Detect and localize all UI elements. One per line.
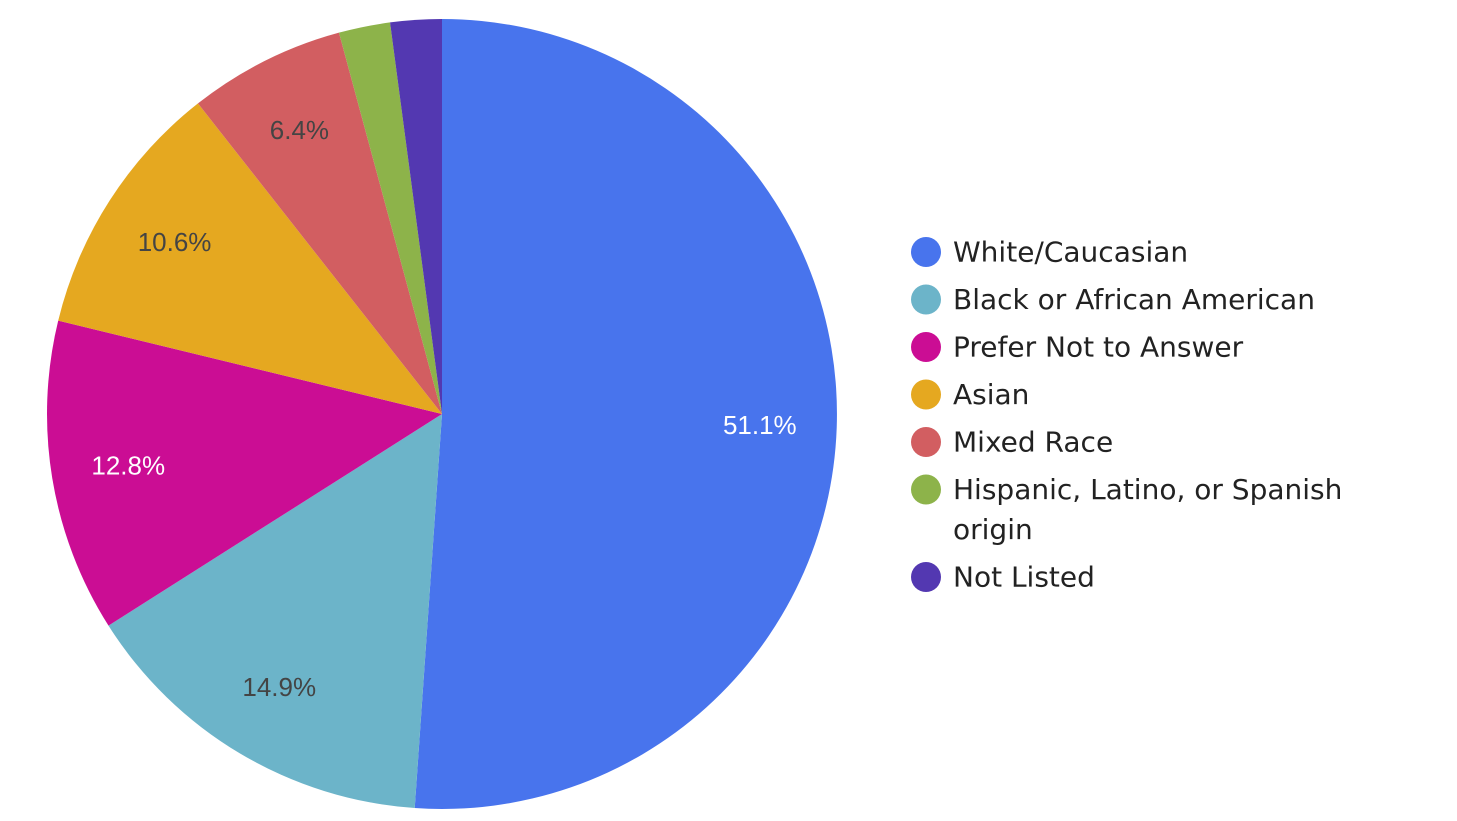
legend-item-not-listed: Not Listed [911, 561, 1095, 594]
legend-swatch [911, 284, 941, 315]
pie-slice-asian [58, 103, 443, 415]
legend-item-asian: Asian [911, 378, 1029, 411]
pie-slice-white-caucasian [414, 19, 837, 809]
legend-label: Asian [953, 378, 1029, 411]
legend-swatch [911, 379, 941, 410]
legend-swatch [911, 237, 941, 267]
legend-item-white-caucasian: White/Caucasian [911, 236, 1188, 269]
legend-label: Black or African American [953, 283, 1315, 316]
pie-slice-labels: 51.1% 14.9% 12.8% 10.6% 6.4% [91, 115, 796, 702]
pie-slice-mixed-race [197, 32, 442, 415]
legend-swatch [911, 332, 941, 362]
pie-slice-not-listed [390, 18, 442, 414]
slice-label-black-or-african-american: 14.9% [242, 672, 316, 702]
pie-slice-black-or-african-american [108, 414, 443, 809]
pie-slice-hispanic-latino-or-spanish-origin [338, 22, 442, 415]
legend-swatch [911, 474, 941, 505]
legend: White/Caucasian Black or African American… [911, 236, 1342, 594]
legend-swatch [911, 427, 941, 457]
legend-item-prefer-not-to-answer: Prefer Not to Answer [911, 331, 1244, 364]
slice-label-mixed-race: 6.4% [270, 115, 329, 145]
legend-label: Hispanic, Latino, or Spanish origin [953, 473, 1342, 546]
legend-item-hispanic-latino-or-spanish-origin: Hispanic, Latino, or Spanish origin [911, 473, 1342, 546]
slice-label-white-caucasian: 51.1% [723, 410, 797, 440]
legend-swatch [911, 562, 941, 592]
legend-item-mixed-race: Mixed Race [911, 426, 1113, 459]
legend-label: Prefer Not to Answer [953, 331, 1244, 364]
pie-slice-prefer-not-to-answer [47, 320, 443, 626]
pie-slices [47, 18, 837, 809]
legend-item-black-or-african-american: Black or African American [911, 283, 1315, 316]
slice-label-asian: 10.6% [138, 227, 212, 257]
legend-label: Not Listed [953, 561, 1095, 594]
legend-label: Mixed Race [953, 426, 1113, 459]
slice-label-prefer-not-to-answer: 12.8% [91, 451, 165, 481]
legend-label: White/Caucasian [953, 236, 1188, 269]
